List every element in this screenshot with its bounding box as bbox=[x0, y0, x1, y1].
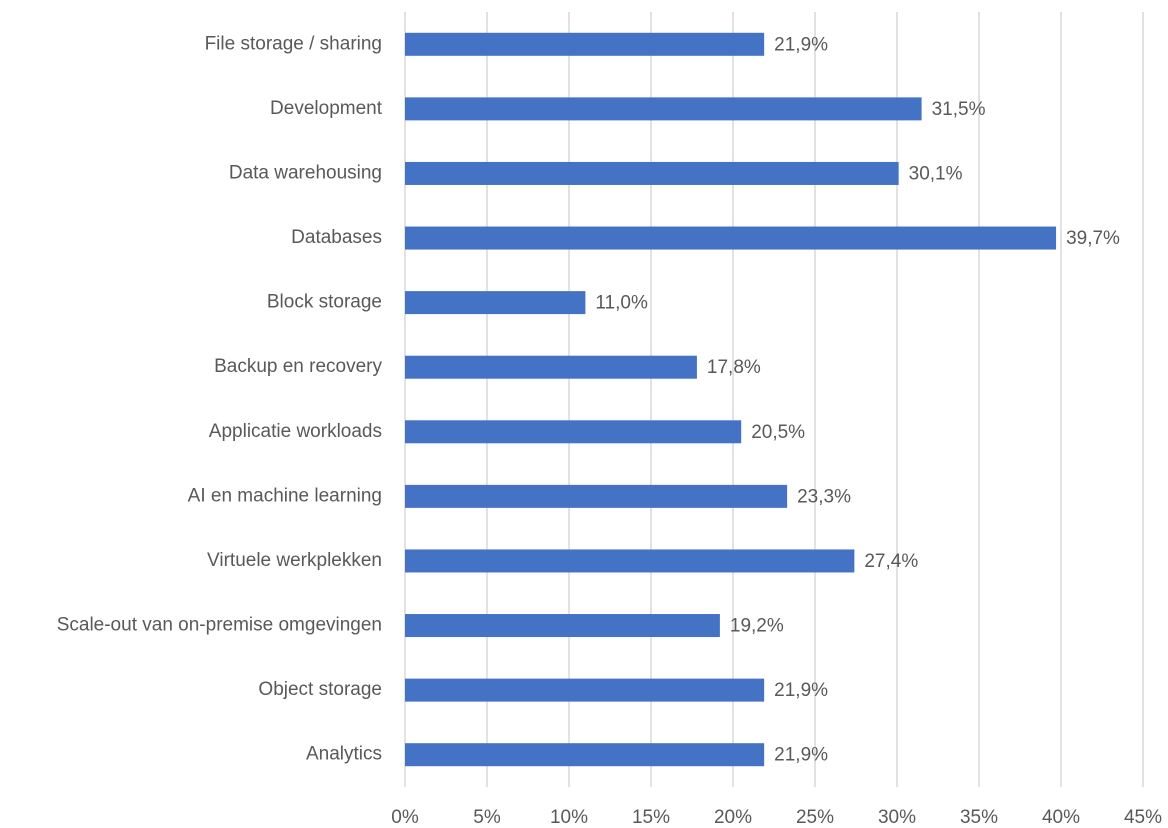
x-tick-label: 15% bbox=[632, 807, 670, 828]
bar bbox=[405, 420, 742, 444]
bar bbox=[405, 32, 765, 56]
y-tick-label: Virtuele werkplekken bbox=[207, 550, 382, 571]
data-label: 21,9% bbox=[774, 680, 828, 701]
x-tick-label: 45% bbox=[1124, 807, 1162, 828]
data-label: 21,9% bbox=[774, 745, 828, 766]
x-tick-label: 40% bbox=[1042, 807, 1080, 828]
bar bbox=[405, 291, 586, 315]
data-label: 23,3% bbox=[797, 486, 851, 507]
data-label: 39,7% bbox=[1066, 228, 1120, 249]
y-tick-label: Applicatie workloads bbox=[209, 421, 382, 442]
data-label: 30,1% bbox=[909, 163, 963, 184]
bar bbox=[405, 484, 788, 508]
y-tick-label: AI en machine learning bbox=[188, 485, 382, 506]
x-tick-label: 0% bbox=[391, 807, 419, 828]
x-tick-label: 20% bbox=[714, 807, 752, 828]
y-tick-label: File storage / sharing bbox=[205, 33, 382, 54]
x-tick-label: 25% bbox=[796, 807, 834, 828]
data-label: 19,2% bbox=[730, 616, 784, 637]
data-label: 31,5% bbox=[932, 99, 986, 120]
x-tick-label: 35% bbox=[960, 807, 998, 828]
bar bbox=[405, 549, 855, 573]
y-tick-label: Object storage bbox=[258, 679, 382, 700]
data-label: 11,0% bbox=[595, 293, 648, 314]
x-tick-label: 30% bbox=[878, 807, 916, 828]
bar bbox=[405, 161, 899, 185]
data-label: 20,5% bbox=[751, 422, 805, 443]
y-tick-label: Development bbox=[270, 98, 383, 119]
y-tick-label: Scale-out van on-premise omgevingen bbox=[57, 615, 382, 636]
y-tick-label: Databases bbox=[291, 227, 382, 248]
y-tick-label: Data warehousing bbox=[229, 162, 382, 183]
bar bbox=[405, 614, 720, 638]
bar bbox=[405, 97, 922, 121]
y-tick-label: Block storage bbox=[267, 292, 382, 313]
data-label: 17,8% bbox=[707, 357, 761, 378]
data-label: 21,9% bbox=[774, 34, 828, 55]
x-tick-label: 10% bbox=[550, 807, 588, 828]
bar bbox=[405, 678, 765, 702]
bar bbox=[405, 743, 765, 767]
data-label: 27,4% bbox=[864, 551, 918, 572]
x-tick-label: 5% bbox=[473, 807, 501, 828]
y-tick-label: Analytics bbox=[306, 744, 382, 765]
bar bbox=[405, 355, 697, 379]
y-tick-label: Backup en recovery bbox=[214, 356, 382, 377]
bar bbox=[405, 226, 1057, 250]
